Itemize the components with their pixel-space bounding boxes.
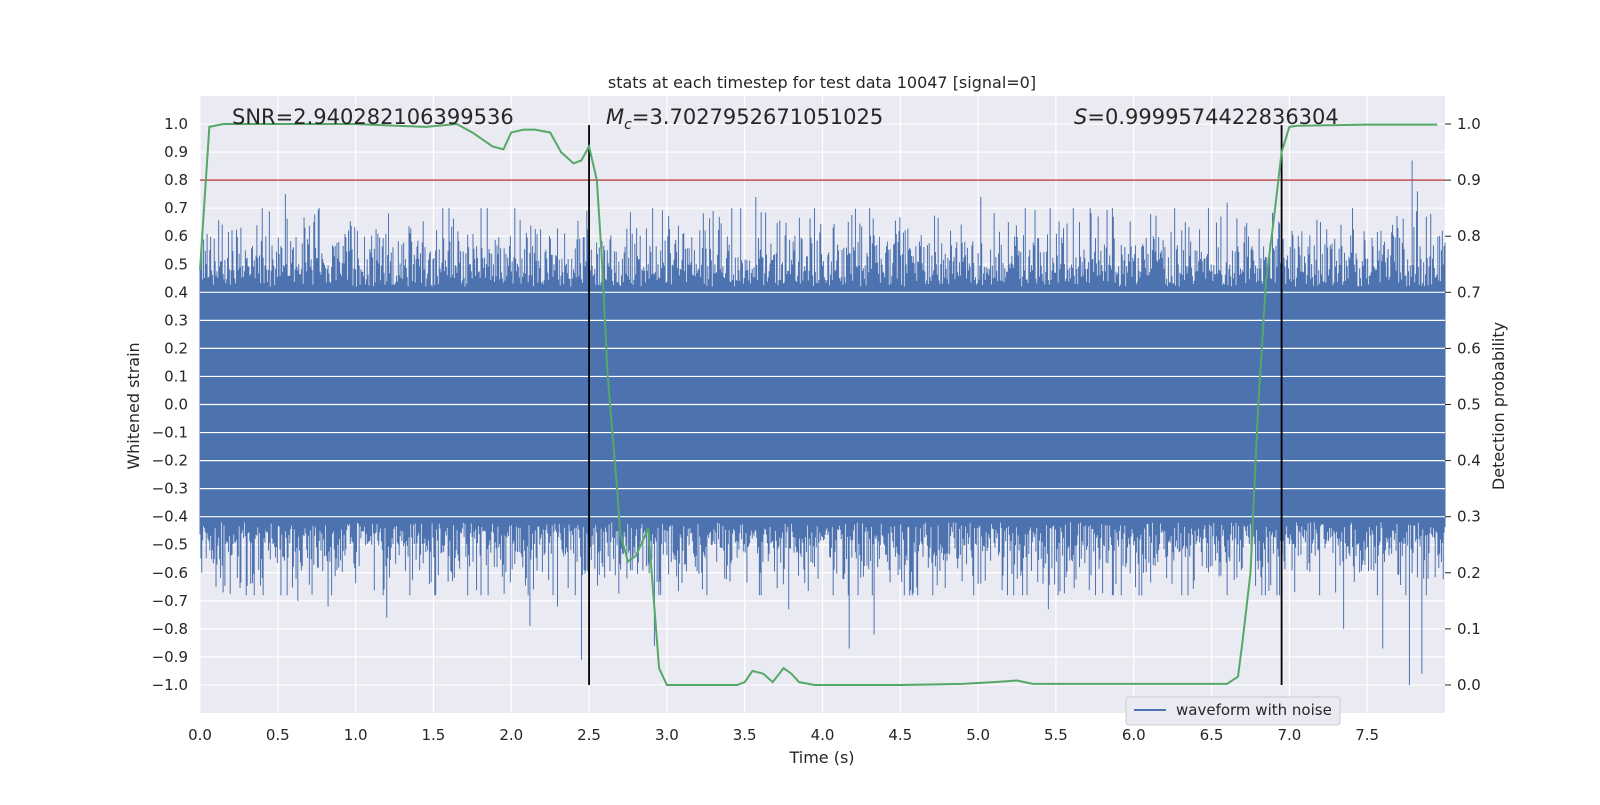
y-right-tick-label: 0.2: [1457, 564, 1481, 582]
y-tick-label: −0.7: [152, 592, 188, 610]
x-tick-label: 5.5: [1044, 726, 1068, 744]
x-tick-label: 6.5: [1200, 726, 1224, 744]
snr-annotation: SNR=2.940282106399536: [232, 105, 514, 129]
mc-subscript: c: [624, 117, 632, 133]
x-tick-label: 2.5: [577, 726, 601, 744]
y-tick-label: 0.5: [164, 255, 188, 273]
x-tick-label: 0.0: [188, 726, 212, 744]
y-tick-label: −0.4: [152, 508, 188, 526]
s-prefix: =: [1087, 105, 1105, 129]
y-tick-label: 0.1: [164, 367, 188, 385]
y-right-tick-label: 0.0: [1457, 676, 1481, 694]
legend-box: [1125, 696, 1341, 726]
s-value: 0.9999574422836304: [1105, 105, 1339, 129]
y-tick-label: 0.2: [164, 339, 188, 357]
snr-value: 2.940282106399536: [293, 105, 513, 129]
y-tick-label: −0.5: [152, 536, 188, 554]
s-symbol: S: [1074, 105, 1087, 129]
mc-value: 3.7027952671051025: [649, 105, 883, 129]
legend-label: waveform with noise: [1176, 701, 1332, 719]
y-right-tick-label: 1.0: [1457, 115, 1481, 133]
x-tick-label: 0.5: [266, 726, 290, 744]
y-right-tick-label: 0.9: [1457, 171, 1481, 189]
snr-prefix: SNR=: [232, 105, 293, 129]
x-tick-label: 7.0: [1277, 726, 1301, 744]
x-tick-label: 4.0: [811, 726, 835, 744]
chart-title: stats at each timestep for test data 100…: [608, 73, 1036, 92]
y-right-tick-label: 0.1: [1457, 620, 1481, 638]
y-tick-label: −0.1: [152, 424, 188, 442]
x-tick-label: 6.0: [1122, 726, 1146, 744]
y-tick-label: 1.0: [164, 115, 188, 133]
y-tick-label: 0.8: [164, 171, 188, 189]
y-tick-label: −0.2: [152, 452, 188, 470]
y-tick-label: 0.0: [164, 396, 188, 414]
y-axis-label: Whitened strain: [124, 342, 143, 469]
y-right-tick-label: 0.8: [1457, 227, 1481, 245]
x-tick-label: 7.5: [1355, 726, 1379, 744]
mc-prefix: =: [632, 105, 650, 129]
x-tick-labels: 0.0 0.5 1.0 1.5 2.0 2.5 3.0 3.5 4.0 4.5 5.0 5.5 6.0 6…: [188, 726, 1379, 744]
x-tick-label: 5.0: [966, 726, 990, 744]
x-tick-label: 1.5: [422, 726, 446, 744]
mc-symbol: M: [606, 105, 624, 129]
y-tick-label: 0.7: [164, 199, 188, 217]
y-tick-label: −0.8: [152, 620, 188, 638]
x-tick-label: 1.0: [344, 726, 368, 744]
mc-annotation: Mc=3.7027952671051025: [606, 105, 883, 133]
waveform-layer: [199, 160, 1446, 685]
y-right-axis-label: Detection probability: [1489, 322, 1508, 490]
x-tick-label: 3.0: [655, 726, 679, 744]
y-tick-label: 0.6: [164, 227, 188, 245]
y-tick-label: 0.4: [164, 283, 188, 301]
y-right-tick-labels: 1.0 0.9 0.8 0.7 0.6 0.5 0.4 0.3 0.2 0.1 0.0: [1445, 115, 1481, 694]
detection-probability-series: [199, 123, 1438, 686]
y-right-tick-label: 0.6: [1457, 339, 1481, 357]
y-tick-label: −0.3: [152, 480, 188, 498]
y-tick-label: −0.9: [152, 648, 188, 666]
legend: waveform with noise: [1125, 696, 1341, 726]
y-right-tick-label: 0.4: [1457, 452, 1481, 470]
y-tick-label: −0.6: [152, 564, 188, 582]
y-right-tick-label: 0.7: [1457, 283, 1481, 301]
y-tick-label: 0.9: [164, 143, 188, 161]
y-tick-label: −1.0: [152, 676, 188, 694]
y-tick-label: 0.3: [164, 311, 188, 329]
overlay-layer: [199, 123, 1445, 686]
s-annotation: S=0.9999574422836304: [1074, 105, 1339, 129]
y-tick-labels: 1.0 0.9 0.8 0.7 0.6 0.5 0.4 0.3 0.2 0.1 0.0 −0.1 −0.…: [152, 115, 188, 694]
x-tick-label: 2.0: [499, 726, 523, 744]
x-tick-label: 4.5: [888, 726, 912, 744]
x-tick-label: 3.5: [733, 726, 757, 744]
y-right-tick-label: 0.3: [1457, 508, 1481, 526]
x-axis-label: Time (s): [788, 748, 854, 767]
y-right-tick-label: 0.5: [1457, 396, 1481, 414]
